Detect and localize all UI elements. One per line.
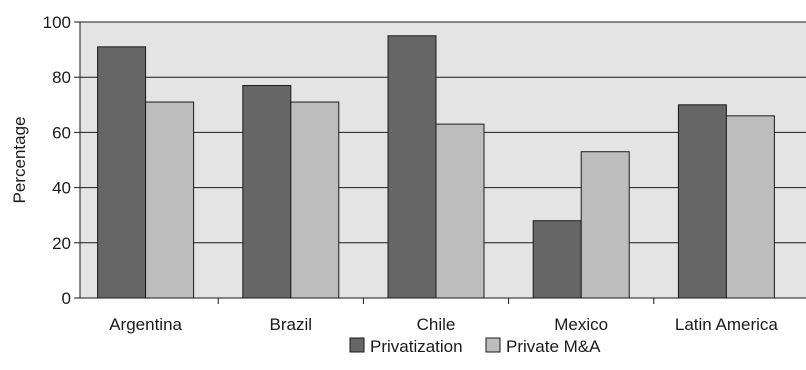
y-axis-title: Percentage (10, 117, 29, 204)
category-labels: Argentina Brazil Chile Mexico Latin America (109, 315, 778, 334)
bar-private-m-a-latin-america (725, 115, 775, 299)
bar-private-m-a-chile (435, 123, 485, 299)
bar-privatization-latin-america (677, 104, 727, 299)
legend-label-privatization: Privatization (370, 337, 463, 356)
y-tick-label-40: 40 (52, 179, 71, 198)
bar-privatization-argentina (97, 46, 147, 299)
category-label-mexico: Mexico (554, 315, 608, 334)
y-tick-labels: 0 20 40 60 80 100 (43, 13, 71, 308)
category-label-argentina: Argentina (109, 315, 182, 334)
legend-swatch-private-m-a (485, 337, 501, 353)
y-tick-label-80: 80 (52, 68, 71, 87)
bar-private-m-a-mexico (580, 151, 630, 299)
bar-privatization-mexico (532, 220, 582, 299)
bar-privatization-chile (387, 35, 437, 299)
legend-swatch-privatization (349, 337, 365, 353)
axes (74, 21, 806, 304)
legend: Privatization Private M&A (349, 337, 601, 356)
category-label-chile: Chile (417, 315, 456, 334)
y-tick-label-0: 0 (62, 289, 71, 308)
category-label-brazil: Brazil (270, 315, 313, 334)
y-tick-label-20: 20 (52, 234, 71, 253)
legend-label-private-m-a: Private M&A (506, 337, 601, 356)
bar-private-m-a-argentina (145, 101, 195, 299)
bars (97, 35, 775, 299)
bar-privatization-brazil (242, 84, 292, 299)
bar-private-m-a-brazil (290, 101, 340, 299)
y-tick-label-60: 60 (52, 123, 71, 142)
y-tick-label-100: 100 (43, 13, 71, 32)
category-label-latin-america: Latin America (675, 315, 779, 334)
